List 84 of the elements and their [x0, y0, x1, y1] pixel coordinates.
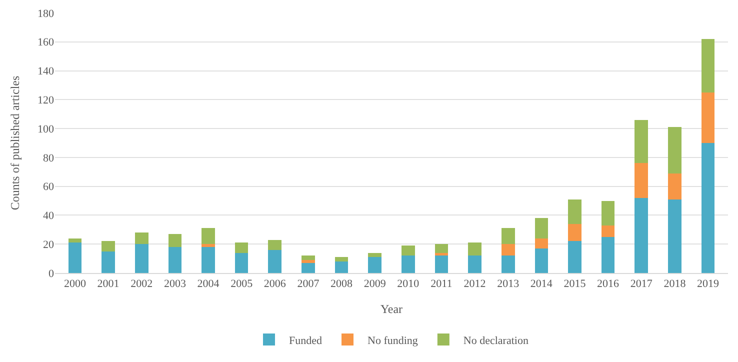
- bar: [302, 262, 315, 273]
- bar: [668, 127, 682, 174]
- x-tick-label: 2014: [530, 278, 553, 290]
- bar: [501, 228, 515, 244]
- x-tick-label: 2016: [597, 278, 620, 290]
- bar: [601, 236, 615, 273]
- bar: [701, 39, 715, 92]
- bar: [501, 244, 515, 256]
- bar: [434, 244, 448, 253]
- bar: [102, 251, 115, 273]
- y-tick-label: 40: [43, 210, 54, 222]
- bar: [601, 200, 615, 226]
- x-tick-label: 2000: [64, 278, 86, 290]
- x-tick-label: 2009: [364, 278, 386, 290]
- bar: [568, 224, 582, 242]
- bar: [668, 173, 682, 200]
- bar: [134, 244, 148, 273]
- bar: [501, 256, 515, 273]
- x-tick-label: 2011: [430, 278, 452, 290]
- y-tick-label: 120: [38, 94, 54, 107]
- bar: [202, 244, 215, 247]
- bar: [402, 256, 415, 273]
- bar: [68, 238, 82, 243]
- bar: [134, 232, 148, 244]
- y-tick-label: 60: [43, 181, 54, 194]
- x-tick-label: 2019: [697, 278, 720, 290]
- x-tick-label: 2017: [630, 278, 653, 290]
- bar: [634, 198, 648, 273]
- bar: [168, 247, 182, 273]
- x-tick-label: 2007: [297, 278, 320, 290]
- y-tick-label: 140: [38, 66, 54, 78]
- x-tick-label: 2018: [664, 278, 686, 290]
- x-tick-label: 2002: [130, 278, 153, 290]
- y-tick-label: 0: [48, 268, 54, 280]
- bar: [701, 143, 715, 273]
- bar: [468, 242, 482, 256]
- bar: [334, 257, 348, 262]
- y-tick-label: 160: [38, 36, 54, 49]
- bar: [668, 199, 682, 273]
- bar: [701, 92, 715, 143]
- bar: [302, 260, 315, 263]
- bar: [534, 238, 548, 248]
- bar: [234, 242, 248, 253]
- bar: [368, 252, 382, 258]
- bar: [534, 218, 548, 238]
- x-tick-label: 2001: [97, 278, 120, 290]
- x-tick-label: 2013: [497, 278, 520, 290]
- x-tick-label: 2005: [230, 278, 254, 290]
- x-tick-label: 2008: [330, 278, 354, 290]
- bar: [368, 257, 382, 273]
- bar: [568, 199, 582, 224]
- legend-label: No declaration: [463, 334, 529, 347]
- legend-label: No funding: [368, 334, 418, 347]
- bar: [568, 241, 582, 273]
- bar: [102, 241, 115, 252]
- x-tick-label: 2012: [464, 278, 486, 290]
- bar: [202, 228, 215, 244]
- bar: [68, 242, 82, 273]
- x-tick-label: 2003: [164, 278, 186, 290]
- bar: [302, 256, 315, 260]
- y-tick-label: 80: [43, 152, 54, 164]
- bar: [634, 163, 648, 198]
- bar: [334, 261, 348, 273]
- bar: [168, 234, 182, 247]
- legend-label: Funded: [289, 334, 322, 347]
- x-tick-label: 2004: [197, 278, 220, 290]
- bar: [234, 252, 248, 273]
- x-tick-label: 2015: [564, 278, 586, 290]
- y-tick-label: 20: [43, 238, 54, 251]
- bar: [268, 250, 282, 273]
- bar: [202, 247, 215, 273]
- x-axis-title: Year: [380, 302, 403, 316]
- bar: [634, 120, 648, 164]
- bar: [534, 248, 548, 273]
- x-tick-label: 2010: [397, 278, 420, 290]
- bar: [434, 256, 448, 273]
- y-tick-label: 100: [38, 123, 54, 136]
- bar: [402, 246, 415, 256]
- bar: [468, 256, 482, 273]
- bar: [268, 240, 282, 250]
- y-tick-label: 180: [38, 8, 54, 20]
- y-axis-title: Counts of published articles: [8, 76, 22, 210]
- bar: [601, 225, 615, 237]
- x-tick-label: 2006: [264, 278, 286, 290]
